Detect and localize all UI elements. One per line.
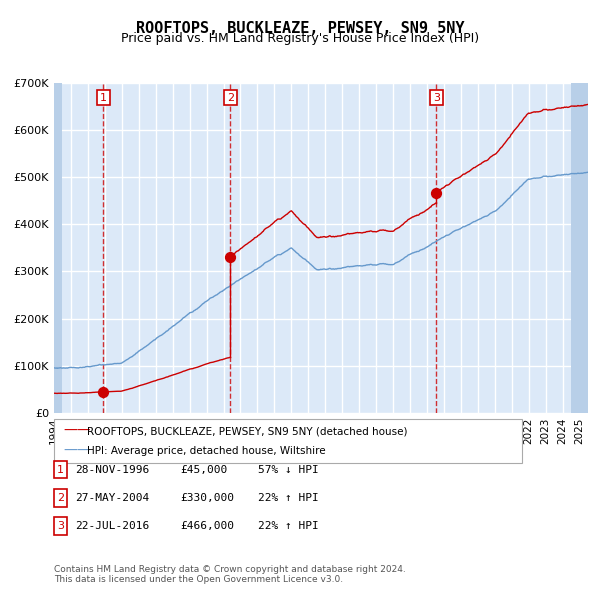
Text: 57% ↓ HPI: 57% ↓ HPI xyxy=(258,465,319,474)
Text: ROOFTOPS, BUCKLEAZE, PEWSEY, SN9 5NY (detached house): ROOFTOPS, BUCKLEAZE, PEWSEY, SN9 5NY (de… xyxy=(87,427,407,436)
Text: £330,000: £330,000 xyxy=(180,493,234,503)
Text: 27-MAY-2004: 27-MAY-2004 xyxy=(75,493,149,503)
Text: HPI: Average price, detached house, Wiltshire: HPI: Average price, detached house, Wilt… xyxy=(87,446,326,455)
Point xyxy=(226,253,235,262)
Text: 2: 2 xyxy=(57,493,64,503)
Text: ——: —— xyxy=(63,444,91,458)
Text: £45,000: £45,000 xyxy=(180,465,227,474)
Text: £466,000: £466,000 xyxy=(180,522,234,531)
Text: ROOFTOPS, BUCKLEAZE, PEWSEY, SN9 5NY: ROOFTOPS, BUCKLEAZE, PEWSEY, SN9 5NY xyxy=(136,21,464,35)
Text: 3: 3 xyxy=(433,93,440,103)
Point xyxy=(98,387,108,396)
Bar xyxy=(54,83,62,413)
Text: ——: —— xyxy=(63,424,91,438)
Bar xyxy=(571,83,596,413)
Text: 28-NOV-1996: 28-NOV-1996 xyxy=(75,465,149,474)
Text: 22% ↑ HPI: 22% ↑ HPI xyxy=(258,522,319,531)
Text: 22-JUL-2016: 22-JUL-2016 xyxy=(75,522,149,531)
Text: Price paid vs. HM Land Registry's House Price Index (HPI): Price paid vs. HM Land Registry's House … xyxy=(121,32,479,45)
Text: 3: 3 xyxy=(57,522,64,531)
Text: 1: 1 xyxy=(100,93,107,103)
Text: 22% ↑ HPI: 22% ↑ HPI xyxy=(258,493,319,503)
Text: 2: 2 xyxy=(227,93,234,103)
Text: Contains HM Land Registry data © Crown copyright and database right 2024.
This d: Contains HM Land Registry data © Crown c… xyxy=(54,565,406,584)
Point xyxy=(431,188,441,198)
Text: 1: 1 xyxy=(57,465,64,474)
